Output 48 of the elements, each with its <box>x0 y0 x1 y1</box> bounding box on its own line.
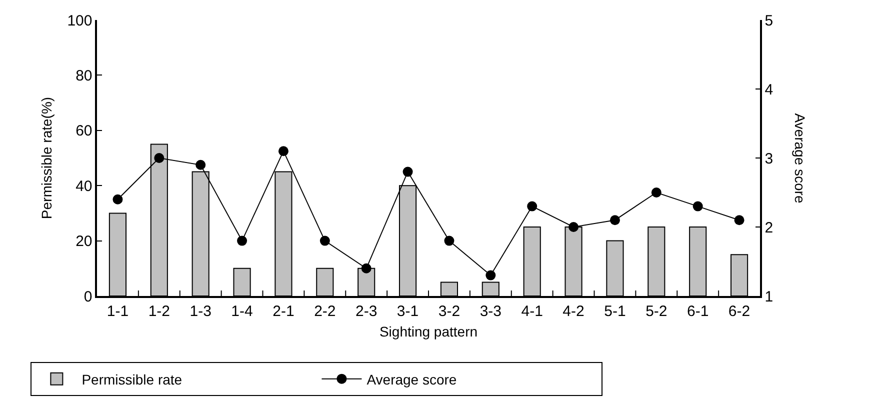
point <box>278 146 288 156</box>
x-tick-label: 6-1 <box>686 302 709 320</box>
x-tick-label: 4-1 <box>521 302 543 320</box>
x-tick-label: 1-4 <box>231 302 253 320</box>
legend-label: Average score <box>366 371 457 388</box>
point <box>320 236 330 246</box>
legend-label: Permissible rate <box>82 371 182 388</box>
x-tick-label: 3-2 <box>438 302 460 320</box>
y2-tick-label: 3 <box>764 150 774 168</box>
y2-tick-label: 5 <box>764 12 774 30</box>
y2-tick-label: 2 <box>764 219 774 236</box>
point <box>651 188 662 198</box>
x-tick-label: 3-3 <box>480 302 502 320</box>
x-tick-label: 4-2 <box>562 302 584 320</box>
point <box>486 270 496 280</box>
x-tick-label: 1-2 <box>148 302 170 320</box>
x-tick-label: 2-2 <box>314 302 336 320</box>
point <box>196 160 206 170</box>
point <box>568 222 579 232</box>
point <box>402 166 413 177</box>
x-axis-title: Sighting pattern <box>379 324 478 340</box>
x-tick-label: 1-3 <box>190 302 212 320</box>
point <box>527 201 538 212</box>
y2-tick-label: 1 <box>764 288 774 306</box>
point <box>444 236 454 246</box>
point <box>361 263 372 274</box>
x-tick-label: 5-1 <box>604 302 626 320</box>
x-tick-label: 1-1 <box>106 302 129 320</box>
x-tick-label: 2-1 <box>272 302 294 320</box>
point <box>154 153 164 163</box>
point <box>610 215 620 226</box>
x-tick-label: 5-2 <box>646 302 668 320</box>
point <box>734 215 744 226</box>
y-tick-label: 80 <box>76 67 92 84</box>
x-tick-label: 6-2 <box>728 302 750 320</box>
y-tick-label: 20 <box>76 233 92 250</box>
y-axis-title: Permissible rate(%) <box>38 96 54 220</box>
y-tick-label: 60 <box>76 122 92 140</box>
y-tick-label: 100 <box>67 12 92 30</box>
point <box>692 201 703 212</box>
point <box>112 194 123 204</box>
x-tick-label: 2-3 <box>355 302 378 320</box>
y-tick-label: 0 <box>84 288 92 306</box>
y-tick-label: 40 <box>76 178 92 195</box>
y2-tick-label: 4 <box>764 81 774 98</box>
point <box>237 236 248 246</box>
x-tick-label: 3-1 <box>396 302 419 320</box>
y2-axis-title: Average score <box>792 113 808 204</box>
